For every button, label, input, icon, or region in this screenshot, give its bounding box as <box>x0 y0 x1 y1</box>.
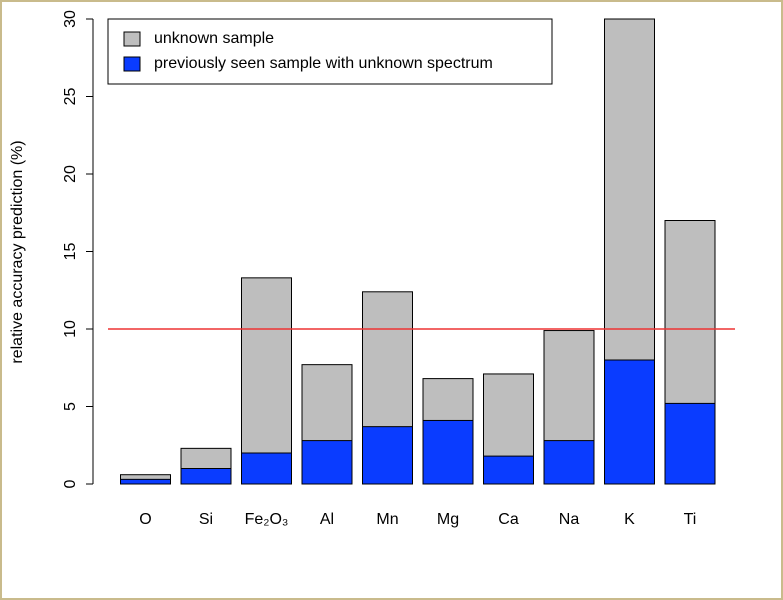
x-tick-label: K <box>624 511 635 528</box>
y-tick-label: 10 <box>62 320 79 338</box>
bar <box>362 426 413 485</box>
bar <box>120 478 171 485</box>
x-tick-label: Mg <box>437 511 459 528</box>
y-axis-label: relative accuracy prediction (%) <box>9 140 26 363</box>
y-tick-label: 30 <box>62 10 79 28</box>
y-tick-label: 0 <box>62 479 79 488</box>
x-tick-label: Si <box>199 511 213 528</box>
legend-box <box>107 18 553 85</box>
x-tick-label: O <box>139 511 151 528</box>
x-tick-label: Ti <box>684 511 697 528</box>
y-tick-label: 5 <box>62 402 79 411</box>
bar <box>241 277 292 485</box>
bar <box>422 419 474 485</box>
y-tick-label: 15 <box>62 243 79 261</box>
bar <box>483 455 534 485</box>
x-tick-label: Mn <box>376 511 398 528</box>
bar <box>543 440 595 485</box>
bar <box>241 452 292 485</box>
x-tick-label: Fe₂O₃ <box>245 511 289 528</box>
bar <box>180 468 232 485</box>
legend-swatch <box>123 31 141 47</box>
bar <box>301 440 353 485</box>
legend-label: previously seen sample with unknown spec… <box>154 55 493 72</box>
y-tick-label: 20 <box>62 165 79 183</box>
x-tick-label: Na <box>559 511 580 528</box>
bar <box>604 359 655 485</box>
bar <box>664 402 716 485</box>
y-tick-label: 25 <box>62 88 79 106</box>
legend-label: unknown sample <box>154 30 274 47</box>
x-tick-label: Ca <box>498 511 519 528</box>
legend-swatch <box>123 56 141 72</box>
x-tick-label: Al <box>320 511 334 528</box>
